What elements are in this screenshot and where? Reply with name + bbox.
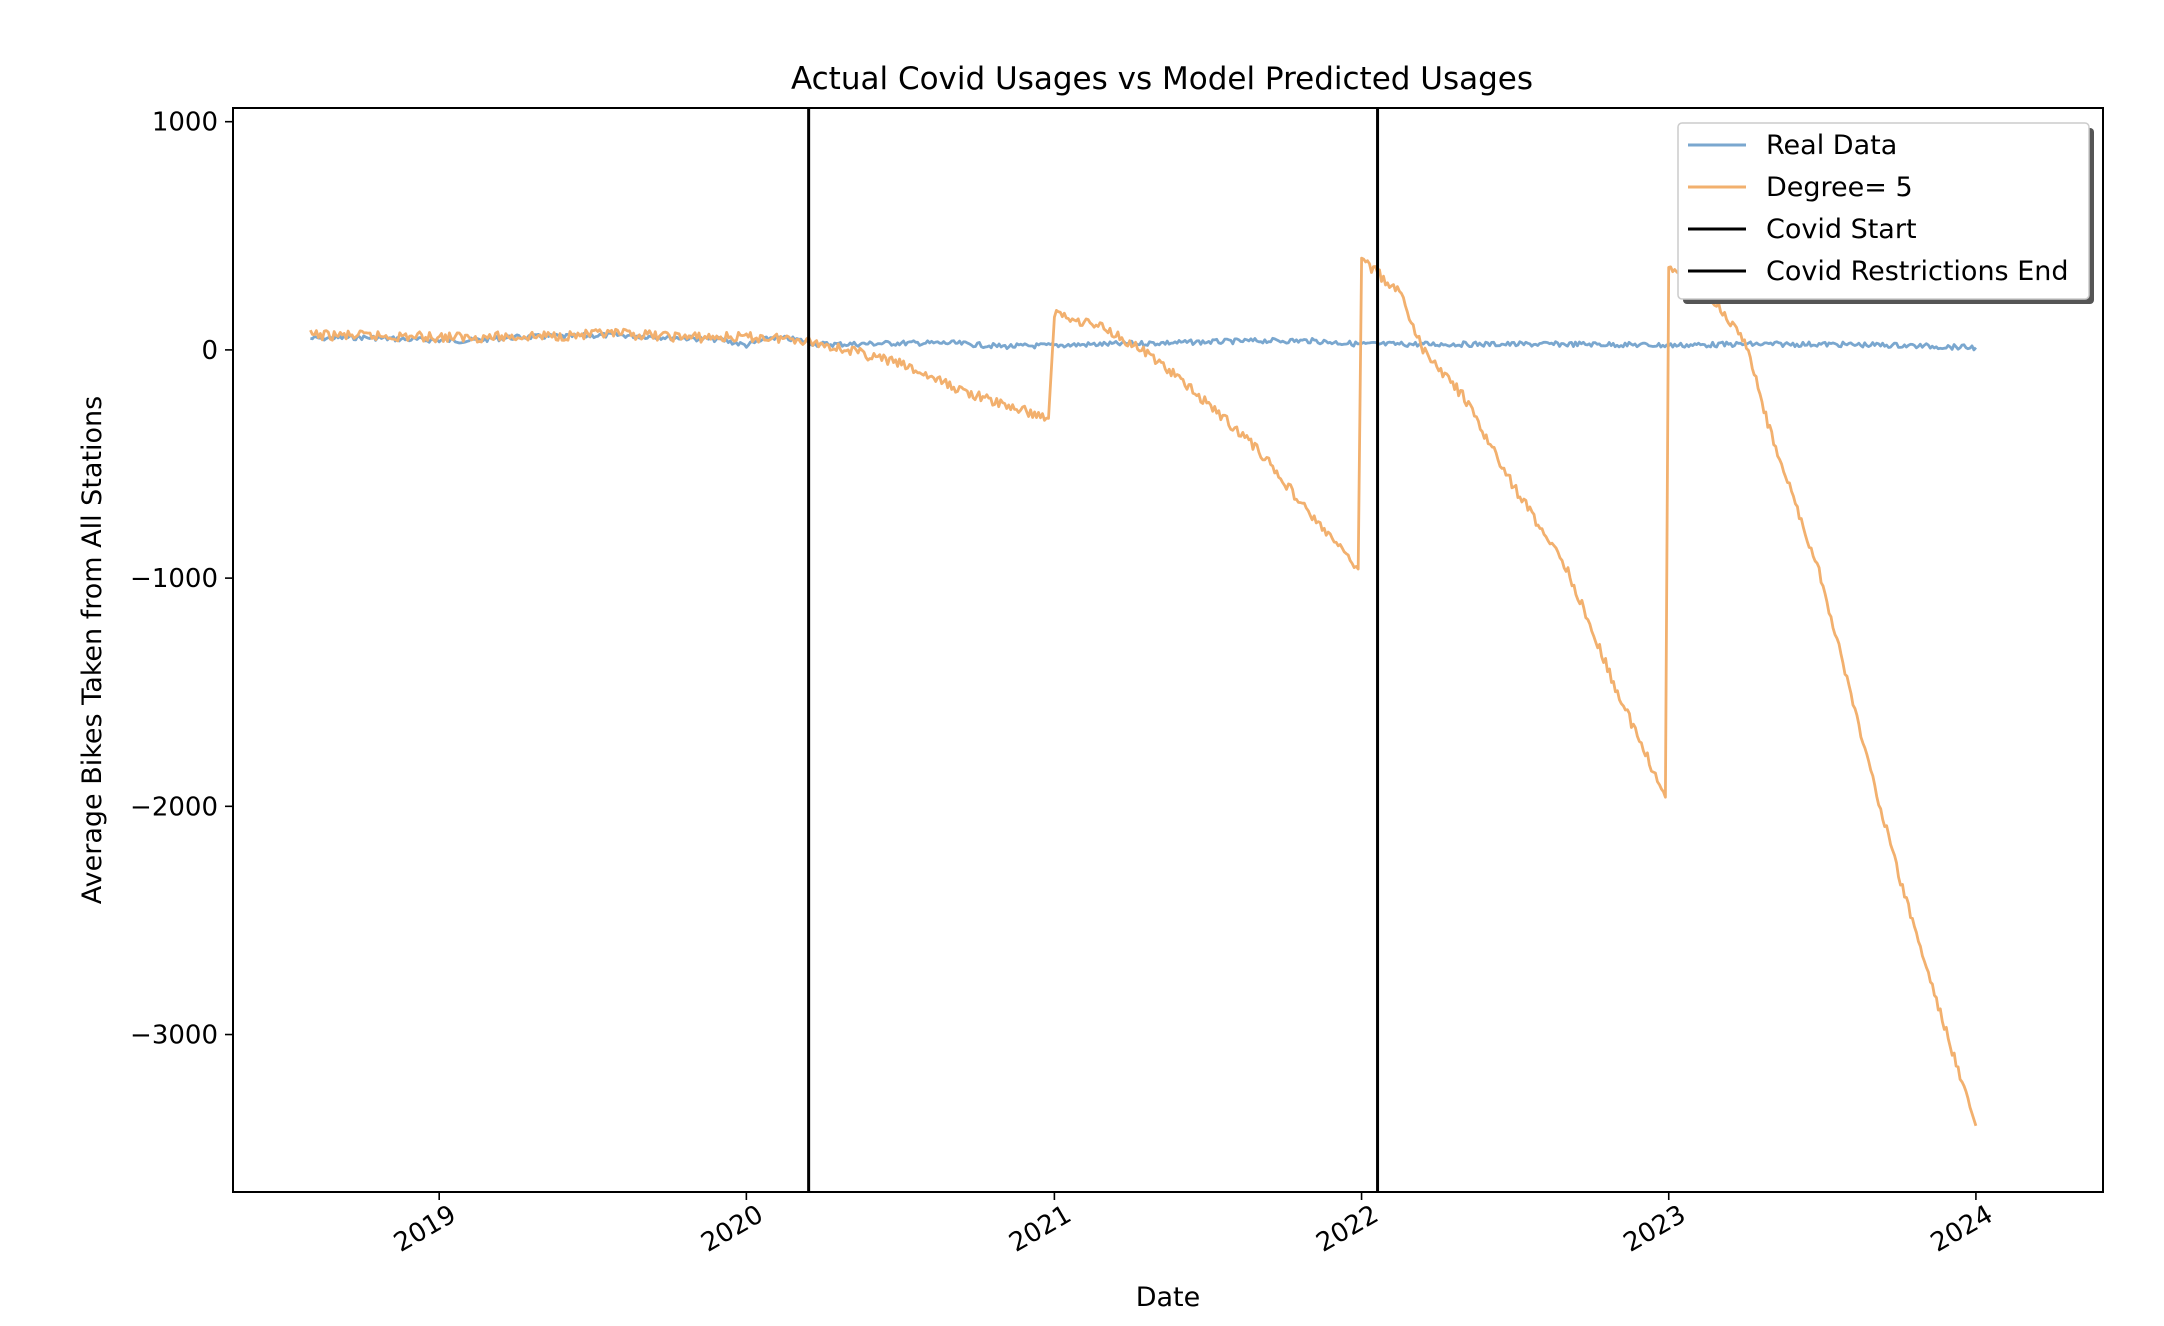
x-tick-label: 2023 [1619, 1200, 1691, 1259]
y-tick-label: 0 [201, 336, 218, 366]
legend-label-covid-restrictions-end: Covid Restrictions End [1766, 256, 2069, 287]
x-tick-label: 2022 [1311, 1200, 1383, 1259]
legend-label-covid-start: Covid Start [1766, 214, 1917, 245]
chart-title: Actual Covid Usages vs Model Predicted U… [791, 61, 1533, 97]
y-tick-label: −2000 [130, 792, 218, 822]
x-tick-label: 2020 [696, 1200, 768, 1259]
legend-label-real-data: Real Data [1766, 130, 1897, 161]
legend: Real Data Degree= 5 Covid Start Covid Restr… [1677, 122, 2094, 304]
x-axis: 2019 2020 2021 2022 2023 2024 [389, 1192, 1998, 1259]
plot-frame [232, 107, 2104, 1193]
y-axis-label: Average Bikes Taken from All Stations [77, 396, 108, 905]
y-tick-label: −1000 [130, 564, 218, 594]
vline-layer [807, 108, 1380, 1192]
legend-items: Real Data Degree= 5 Covid Start Covid Restr… [1688, 130, 2069, 287]
x-axis-label: Date [1136, 1282, 1201, 1313]
y-tick-label: −3000 [130, 1021, 218, 1051]
series-line-real-data [310, 331, 1977, 352]
y-tick-label: 1000 [152, 108, 218, 138]
x-tick-label: 2024 [1926, 1200, 1998, 1259]
x-tick-label: 2021 [1004, 1200, 1076, 1259]
series-layer [309, 256, 1978, 1127]
series-line-degree-5 [309, 256, 1978, 1127]
legend-label-degree-5: Degree= 5 [1766, 172, 1913, 203]
y-axis: 1000 0 −1000 −2000 −3000 [130, 108, 233, 1051]
legend-box [1677, 122, 2090, 300]
x-tick-label: 2019 [389, 1200, 461, 1259]
